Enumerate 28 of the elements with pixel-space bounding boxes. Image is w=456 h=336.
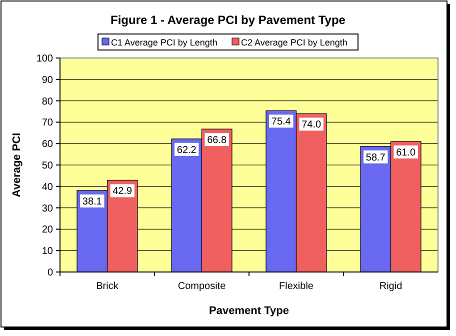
y-tick-label: 60: [42, 139, 54, 150]
y-tick-label: 40: [42, 182, 54, 193]
data-label: 61.0: [396, 147, 416, 158]
y-tick-label: 10: [42, 246, 54, 258]
y-tick-label: 70: [42, 118, 54, 129]
y-tick-label: 50: [42, 160, 54, 172]
data-label: 62.2: [176, 144, 197, 156]
y-tick-label: 20: [42, 224, 54, 236]
chart-title: Figure 1 - Average PCI by Pavement Type: [110, 13, 346, 27]
y-tick-label: 80: [42, 96, 54, 108]
x-tick-label: Flexible: [279, 281, 314, 292]
data-label: 38.1: [82, 196, 102, 208]
y-tick-label: 30: [42, 203, 54, 214]
data-label: 74.0: [302, 120, 322, 131]
x-axis-title: Pavement Type: [209, 305, 289, 317]
y-tick-label: 0: [47, 268, 54, 278]
y-tick-label: 90: [42, 74, 54, 86]
data-label: 75.4: [271, 116, 292, 128]
data-label: 58.7: [366, 152, 386, 164]
y-axis-title: Average PCI: [11, 132, 23, 198]
data-label: 66.8: [207, 135, 228, 146]
x-tick-label: Rigid: [379, 281, 402, 292]
y-tick-label: 100: [36, 54, 54, 64]
x-tick-label: Brick: [96, 281, 120, 292]
x-tick-label: Composite: [178, 281, 226, 292]
data-label: 42.9: [112, 186, 133, 198]
legend-label: C2 Average PCI by Length: [241, 38, 348, 48]
legend-label: C1 Average PCI by Length: [111, 38, 218, 48]
